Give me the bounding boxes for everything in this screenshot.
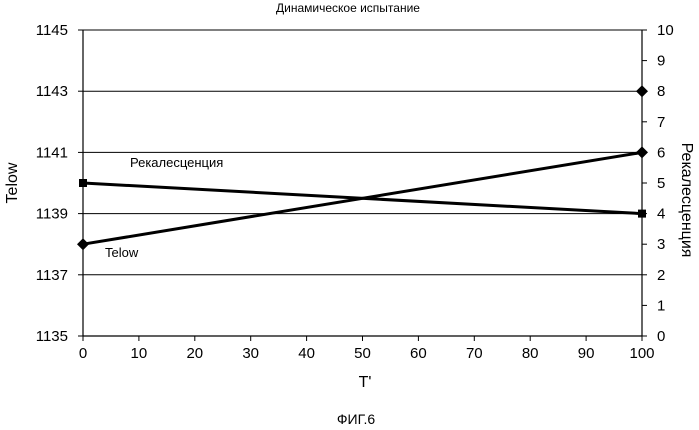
data-point-telow: [77, 238, 89, 251]
x-tick-label: 30: [242, 345, 259, 362]
y-axis-title: Telow: [4, 162, 21, 203]
y2-tick-label: 1: [657, 297, 665, 314]
y-tick-label: 1139: [36, 206, 68, 223]
y-tick-label: 1137: [36, 267, 68, 284]
figure-caption: ФИГ.6: [337, 411, 375, 427]
y2-tick-label: 0: [657, 328, 665, 345]
y2-tick-labels: 0 1 2 3 4 5 6 7 8 9 10: [657, 22, 674, 345]
x-tick-label: 60: [410, 345, 427, 362]
x-tick-label: 20: [186, 345, 203, 362]
y2-tick-label: 10: [657, 22, 674, 39]
data-point-extra: [636, 85, 648, 98]
y2-tick-label: 6: [657, 144, 665, 161]
x-tick-label: 10: [131, 345, 148, 362]
x-tick-labels: 0 10 20 30 40 50 60 70 80 90 100: [79, 345, 655, 362]
marker-layer: [77, 85, 648, 251]
x-tick-label: 0: [79, 345, 87, 362]
series-label-recalescence: Рекалесценция: [130, 155, 223, 170]
x-tick-label: 40: [298, 345, 315, 362]
data-point-telow: [636, 146, 648, 159]
y2-tick-label: 3: [657, 236, 665, 253]
x-tick-label: 100: [629, 345, 654, 362]
grid-lines: [83, 29, 642, 337]
y2-tick-label: 4: [657, 206, 665, 223]
series-layer: [82, 150, 643, 246]
y-tick-labels: 1135 1137 1139 1141 1143 1145: [36, 22, 68, 345]
x-tick-label: 70: [466, 345, 483, 362]
y-tick-label: 1135: [36, 328, 68, 345]
x-tick-label: 90: [578, 345, 595, 362]
data-point-recalescence: [638, 209, 646, 218]
series-label-telow: Telow: [105, 245, 139, 260]
x-axis-title: T': [359, 374, 372, 391]
y2-tick-label: 9: [657, 53, 665, 70]
y2-tick-label: 5: [657, 175, 665, 192]
chart-title: Динамическое испытание: [276, 1, 420, 15]
y2-tick-label: 8: [657, 83, 665, 100]
y-tick-label: 1145: [36, 22, 68, 39]
data-point-recalescence: [79, 179, 87, 187]
x-tick-label: 50: [354, 345, 371, 362]
y2-tick-label: 7: [657, 114, 665, 131]
axes: [78, 29, 647, 341]
series-line-recalescence: [82, 181, 643, 216]
y2-axis-title: Рекалесценция: [678, 143, 695, 258]
x-tick-label: 80: [522, 345, 539, 362]
y-tick-label: 1143: [36, 83, 68, 100]
y2-tick-label: 2: [657, 267, 665, 284]
y-tick-label: 1141: [36, 144, 68, 161]
